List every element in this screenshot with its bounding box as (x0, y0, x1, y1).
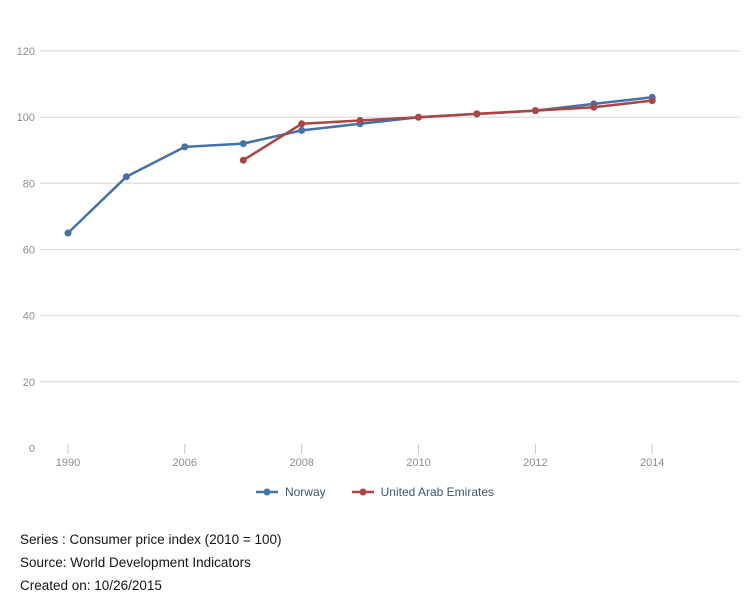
cpi-line-chart: 0 20 40 60 80 100 120 1990 2006 2008 2010 2012 2014 (17, 46, 740, 469)
footer-created-line: Created on: 10/26/2015 (20, 578, 162, 593)
data-point-norway (122, 173, 130, 181)
data-point-united-arab-emirates (648, 97, 656, 105)
united-arab-emirates-series-marker-icon (351, 488, 374, 496)
data-point-norway (64, 229, 72, 237)
x-axis-label: 2006 (173, 457, 197, 469)
x-axis-label: 1990 (56, 457, 80, 469)
x-axis-label: 2014 (640, 457, 664, 469)
legend-item-norway[interactable]: Norway (255, 485, 326, 499)
y-axis-label: 20 (23, 377, 35, 389)
data-point-norway (239, 140, 247, 148)
series-line-united-arab-emirates (242, 99, 654, 162)
x-axis-label: 2008 (289, 457, 313, 469)
x-axis-label: 2010 (406, 457, 430, 469)
data-point-united-arab-emirates (473, 110, 481, 118)
data-point-united-arab-emirates (415, 113, 422, 121)
footer-series-line: Series : Consumer price index (2010 = 10… (20, 532, 282, 547)
data-point-united-arab-emirates (531, 107, 539, 115)
data-point-united-arab-emirates (590, 103, 598, 111)
chart-legend: Norway United Arab Emirates (0, 485, 750, 499)
data-point-norway (181, 143, 189, 151)
norway-series-marker-icon (255, 488, 278, 496)
data-point-united-arab-emirates (239, 156, 247, 164)
footer-source-line: Source: World Development Indicators (20, 555, 251, 570)
legend-label-norway: Norway (284, 485, 326, 499)
y-axis-label: 100 (17, 112, 35, 124)
data-point-united-arab-emirates (356, 117, 364, 124)
legend-label-united-arab-emirates: United Arab Emirates (380, 485, 495, 499)
legend-item-united-arab-emirates[interactable]: United Arab Emirates (351, 485, 495, 499)
y-axis-label: 0 (29, 443, 35, 455)
y-axis-label: 80 (23, 178, 35, 190)
y-axis-label: 60 (23, 245, 35, 257)
data-point-norway (298, 126, 306, 134)
y-axis-label: 120 (17, 46, 35, 58)
data-point-united-arab-emirates (298, 120, 306, 128)
y-axis-label: 40 (23, 311, 35, 323)
x-axis-label: 2012 (523, 457, 547, 469)
chart-footer: Series : Consumer price index (2010 = 10… (20, 528, 282, 597)
